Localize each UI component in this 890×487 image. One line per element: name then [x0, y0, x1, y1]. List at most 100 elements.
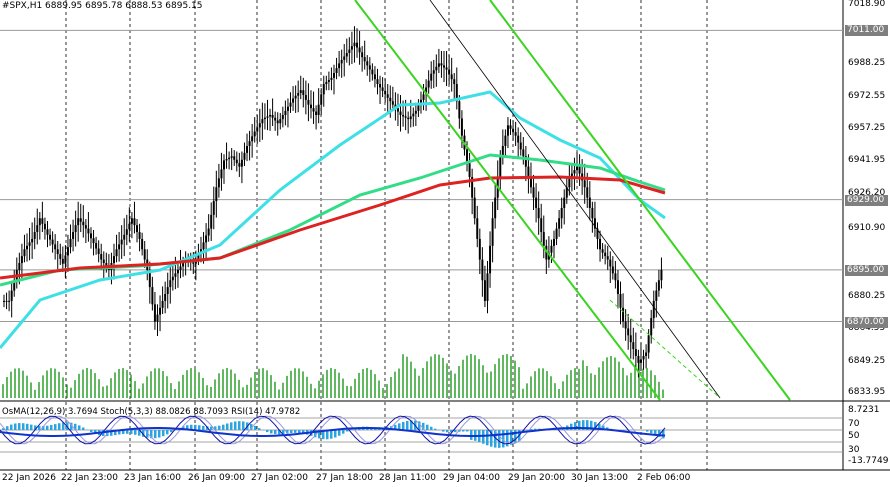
time-tick-label: 28 Jan 11:00	[379, 473, 436, 483]
candle-body	[151, 287, 154, 305]
candle-body	[345, 53, 348, 57]
price-tick-label: 6880.25	[848, 291, 886, 301]
candle-body	[619, 294, 622, 308]
candle-body	[417, 105, 420, 111]
osma-bar	[126, 430, 129, 434]
candle-body	[82, 221, 85, 226]
osma-bar	[586, 420, 589, 430]
candle-body	[87, 228, 90, 234]
osma-bar	[222, 424, 225, 430]
candle-body	[217, 178, 220, 188]
candle-body	[655, 290, 658, 301]
candle-body	[92, 238, 95, 244]
candle-body	[473, 197, 476, 219]
osma-bar	[186, 425, 189, 430]
candle-body	[645, 352, 648, 356]
candle-body	[54, 244, 57, 250]
candle-body	[261, 119, 264, 124]
osma-bar	[278, 430, 281, 435]
osma-bar	[158, 430, 161, 438]
candle-body	[489, 245, 492, 274]
osma-bar	[2, 428, 5, 430]
candle-body	[483, 280, 486, 301]
osma-bar	[490, 430, 493, 447]
candle-body	[381, 87, 384, 91]
candle-body	[517, 135, 520, 143]
candle-body	[542, 232, 545, 246]
candle-body	[570, 173, 573, 177]
candle-body	[402, 114, 405, 117]
candle-body	[266, 116, 269, 118]
osma-bar	[190, 424, 193, 430]
candle-body	[414, 110, 417, 114]
osma-bar	[258, 428, 261, 430]
candle-body	[212, 201, 215, 215]
candle-body	[246, 145, 249, 153]
candle-body	[64, 255, 67, 264]
candle-body	[228, 157, 231, 160]
candle-body	[440, 63, 443, 66]
osma-bar	[326, 430, 329, 440]
candle-body	[281, 114, 284, 120]
candle-body	[297, 92, 300, 96]
candle-body	[51, 239, 54, 245]
candle-body	[253, 131, 256, 137]
candle-body	[632, 342, 635, 350]
price-tag: 6870.00	[845, 316, 888, 328]
osma-bar	[122, 430, 125, 434]
candle-body	[432, 70, 435, 74]
candle-body	[376, 79, 379, 85]
candle-body	[435, 66, 438, 71]
candle-body	[622, 307, 625, 322]
candle-body	[624, 321, 627, 329]
osma-bar	[10, 424, 13, 430]
candle-body	[105, 263, 108, 267]
candle-body	[233, 156, 236, 160]
stoch-main-line	[0, 415, 666, 445]
candle-body	[13, 280, 16, 291]
candle-body	[205, 235, 208, 243]
osma-bar	[598, 423, 601, 430]
candle-body	[422, 94, 425, 100]
osma-bar	[150, 430, 153, 439]
candle-body	[238, 163, 241, 167]
candle-body	[471, 176, 474, 198]
osma-bar	[650, 430, 653, 434]
osma-bar	[406, 420, 409, 430]
candle-body	[28, 242, 31, 246]
candle-body	[537, 207, 540, 219]
osma-bar	[226, 423, 229, 430]
candle-body	[89, 233, 92, 239]
osma-bar	[238, 421, 241, 430]
osma-bar	[194, 424, 197, 430]
candle-body	[182, 263, 185, 267]
osma-bar	[446, 430, 449, 433]
candle-body	[312, 108, 315, 112]
candle-body	[176, 269, 179, 274]
osma-bar	[506, 430, 509, 447]
candle-body	[491, 218, 494, 246]
candle-body	[120, 239, 123, 245]
candle-body	[130, 218, 133, 224]
candle-body	[593, 218, 596, 229]
candle-body	[317, 104, 320, 115]
candle-body	[409, 116, 412, 120]
candle-body	[225, 159, 228, 161]
osma-bar	[590, 420, 593, 430]
time-tick-label: 23 Jan 16:00	[124, 473, 181, 483]
osma-bar	[210, 426, 213, 430]
ma-slow-line	[0, 175, 666, 280]
osma-bar	[46, 425, 49, 430]
candle-body	[476, 218, 479, 239]
candle-body	[153, 304, 156, 322]
osma-bar	[266, 430, 269, 433]
candle-body	[407, 117, 410, 120]
osma-bar	[82, 427, 85, 430]
osma-bar	[646, 430, 649, 432]
candle-body	[289, 102, 292, 107]
candle-body	[136, 225, 139, 233]
candle-body	[166, 287, 169, 295]
osma-bar	[218, 425, 221, 430]
